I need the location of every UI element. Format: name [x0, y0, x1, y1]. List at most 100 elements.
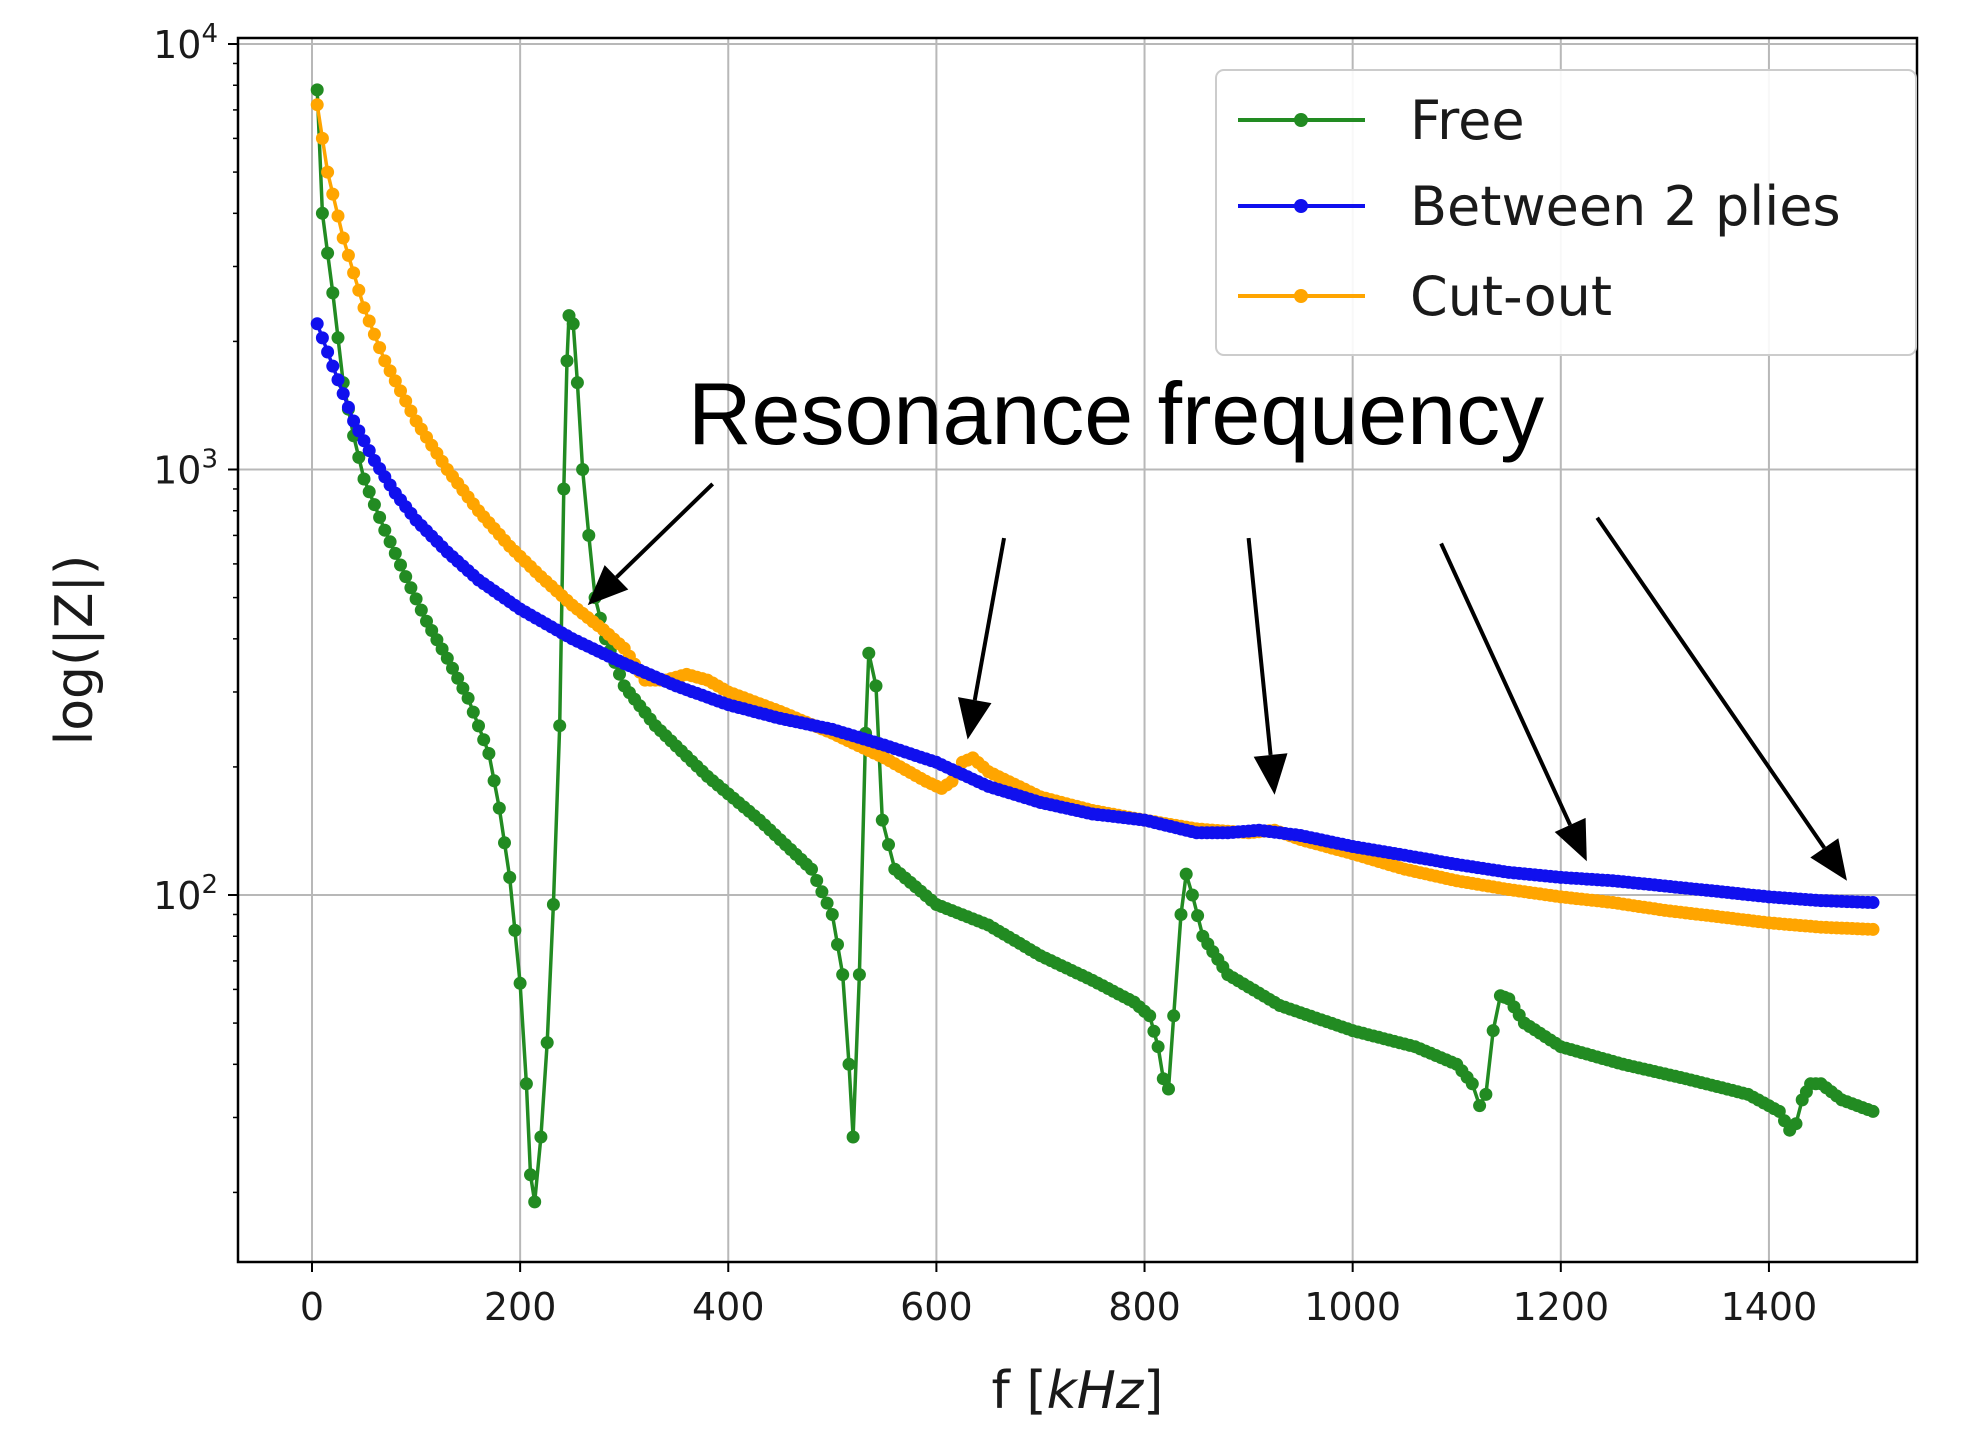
data-point: [394, 384, 407, 398]
data-point: [461, 691, 475, 705]
x-tick-label: 400: [692, 1285, 765, 1329]
data-point: [404, 404, 418, 418]
data-point: [477, 733, 491, 747]
data-point: [862, 646, 876, 660]
data-point: [336, 231, 350, 245]
data-point: [805, 862, 818, 876]
data-point: [336, 387, 350, 401]
arrow-head: [958, 697, 992, 740]
x-axis-label: f [kHz]: [992, 1361, 1164, 1421]
arrow-head: [1810, 838, 1847, 881]
annotation-arrow: [958, 537, 1007, 740]
data-point: [357, 434, 371, 448]
data-point: [326, 286, 340, 300]
x-axis-label-unit: kHz: [1047, 1361, 1145, 1421]
legend-items: Free Between 2 plies Cut-out: [1238, 89, 1841, 328]
data-point: [347, 414, 361, 428]
annotation-arrows: [587, 482, 1847, 881]
data-point: [882, 838, 895, 852]
data-point: [1147, 1024, 1161, 1038]
data-point: [1191, 909, 1205, 923]
x-tick-label: 200: [484, 1285, 557, 1329]
data-point: [341, 400, 355, 414]
data-point: [846, 1130, 860, 1144]
data-point: [321, 246, 335, 260]
data-point: [534, 1130, 548, 1144]
annotation-arrow: [1246, 537, 1288, 795]
data-point: [331, 373, 345, 387]
data-point: [524, 1168, 537, 1182]
data-point: [820, 896, 834, 910]
data-point: [326, 359, 340, 373]
data-point: [810, 874, 824, 887]
data-point: [1789, 1117, 1803, 1131]
data-point: [331, 331, 345, 345]
arrow-head: [1253, 753, 1288, 795]
data-point: [540, 1036, 554, 1050]
data-point: [869, 679, 883, 693]
arrow-shaft: [972, 537, 1007, 701]
legend-item: Cut-out: [1238, 265, 1612, 328]
data-point: [560, 354, 574, 368]
data-point: [1486, 1024, 1500, 1038]
legend-label: Free: [1410, 89, 1525, 152]
data-point: [1156, 1072, 1170, 1086]
data-point: [831, 938, 844, 951]
arrow-head: [587, 565, 629, 606]
data-point: [1162, 1082, 1175, 1096]
data-point: [842, 1057, 856, 1071]
x-tick-label: 1400: [1721, 1285, 1818, 1329]
data-point: [852, 968, 866, 982]
legend-label: Between 2 plies: [1410, 175, 1841, 238]
arrow-shaft: [1439, 542, 1572, 826]
data-point: [378, 354, 392, 368]
data-point: [315, 331, 329, 345]
data-point: [388, 374, 402, 388]
data-point: [1185, 888, 1199, 902]
data-point: [553, 719, 567, 733]
data-point: [446, 661, 459, 675]
data-point: [352, 450, 366, 464]
resonance-frequency-annotation: Resonance frequency: [688, 364, 1544, 463]
data-point: [825, 908, 839, 921]
data-point: [815, 885, 829, 899]
data-point: [399, 394, 413, 408]
y-axis-label: log(|Z|): [45, 555, 105, 746]
arrow-shaft: [1595, 516, 1826, 849]
data-point: [576, 463, 590, 476]
data-point: [383, 364, 397, 378]
legend-swatch-marker: [1294, 199, 1308, 213]
data-point: [404, 581, 418, 595]
data-point: [388, 546, 402, 560]
x-tick-label: 0: [300, 1285, 324, 1329]
data-point: [315, 131, 329, 145]
y-tick-label: 104: [153, 19, 218, 67]
data-point: [321, 165, 335, 179]
data-point: [373, 510, 387, 524]
arrow-shaft: [615, 482, 715, 579]
data-point: [362, 314, 376, 328]
data-point: [409, 592, 423, 606]
data-point: [582, 528, 596, 542]
y-axis-ticks: 102 103 104: [153, 19, 238, 1194]
x-axis-label-prefix: f [: [992, 1361, 1047, 1421]
data-point: [836, 968, 850, 982]
legend: Free Between 2 plies Cut-out: [1215, 69, 1917, 356]
x-tick-label: 600: [900, 1285, 973, 1329]
data-point: [570, 376, 584, 390]
legend-box: [1215, 69, 1917, 356]
data-point: [326, 187, 340, 201]
data-point: [352, 424, 366, 438]
data-point: [357, 472, 371, 486]
data-point: [566, 317, 580, 331]
y-tick-label: 103: [153, 445, 218, 493]
annotation-arrow: [587, 482, 715, 606]
x-axis-ticks: 0 200 400 600 800 1000 1200 1400: [300, 1262, 1817, 1329]
data-point: [315, 206, 329, 220]
data-point: [1866, 896, 1880, 910]
data-point: [367, 498, 381, 512]
data-point: [456, 681, 470, 695]
data-point: [546, 898, 560, 911]
data-point: [557, 482, 571, 496]
data-point: [1167, 1009, 1181, 1023]
